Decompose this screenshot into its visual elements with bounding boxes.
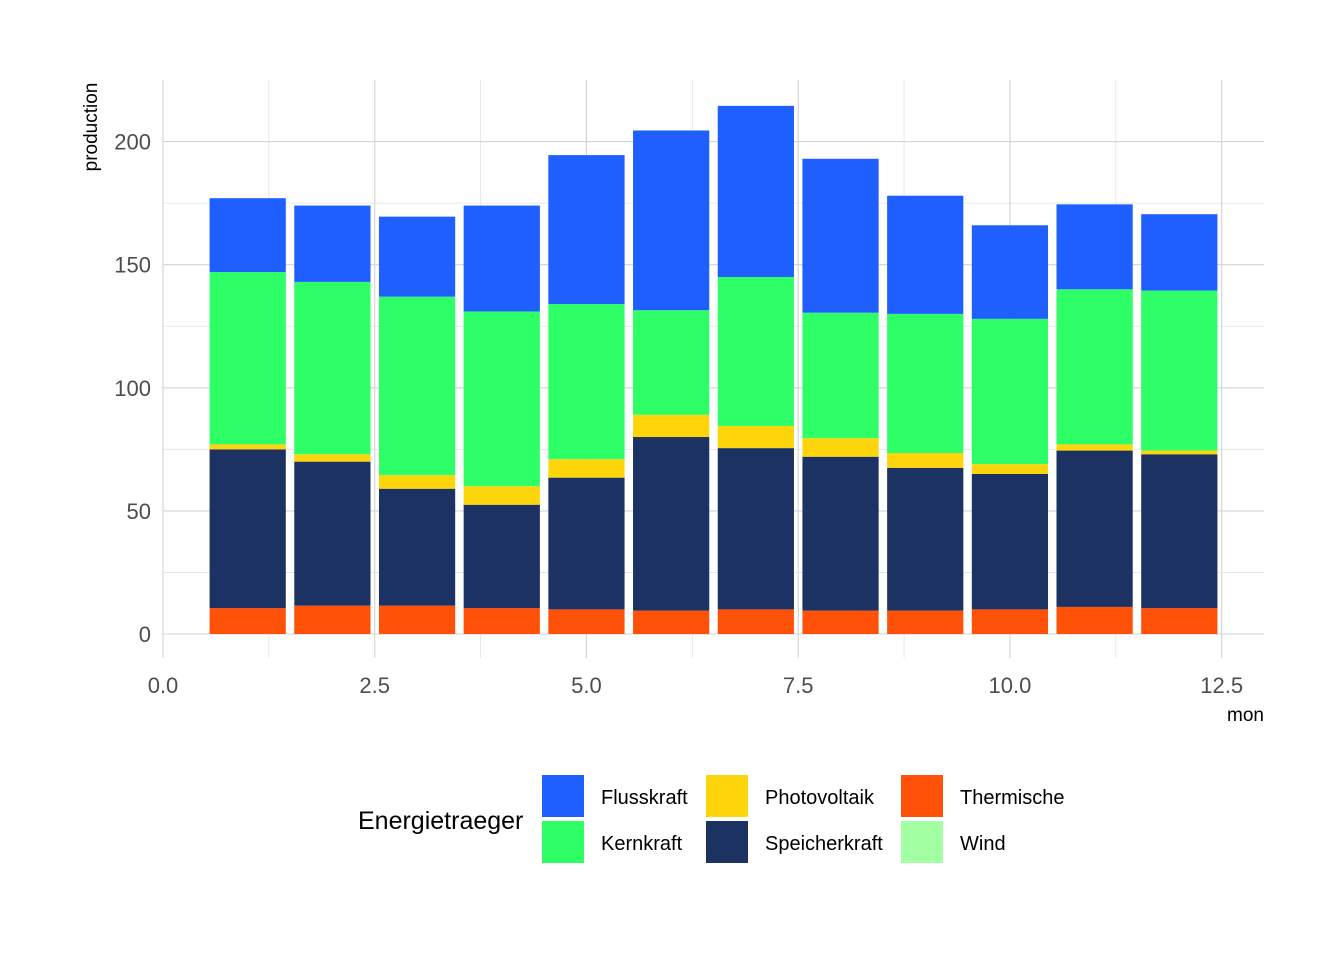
bar-segment-flusskraft-10 <box>971 225 1049 319</box>
x-tick-label: 12.5 <box>1200 673 1243 698</box>
bar-segment-photovoltaik-5 <box>548 459 625 478</box>
legend-swatch-thermische <box>901 775 943 817</box>
bar-segment-thermische-1 <box>209 608 286 634</box>
bar-segment-speicherkraft-2 <box>294 461 371 606</box>
bar-segment-thermische-12 <box>1141 608 1218 634</box>
bar-segment-thermische-7 <box>717 609 794 634</box>
bar-segment-kernkraft-2 <box>294 281 371 455</box>
legend-label-flusskraft: Flusskraft <box>601 787 688 809</box>
bar-segment-speicherkraft-4 <box>463 504 540 609</box>
bar-segment-photovoltaik-3 <box>378 475 456 489</box>
bar-segment-thermische-9 <box>887 610 964 634</box>
bar-segment-speicherkraft-7 <box>717 448 794 610</box>
legend-label-wind: Wind <box>960 833 1006 855</box>
bar-segment-flusskraft-6 <box>633 130 710 311</box>
bar-segment-kernkraft-4 <box>463 311 540 487</box>
x-tick-label: 0.0 <box>148 673 179 698</box>
bar-segment-flusskraft-12 <box>1141 214 1218 291</box>
x-tick-label: 2.5 <box>359 673 390 698</box>
bar-segment-flusskraft-9 <box>887 195 964 314</box>
bar-segment-speicherkraft-3 <box>378 488 456 606</box>
bar-segment-thermische-11 <box>1056 606 1133 634</box>
bar-segment-flusskraft-3 <box>378 216 456 297</box>
x-tick-label: 7.5 <box>783 673 814 698</box>
bar-segment-photovoltaik-11 <box>1056 444 1133 451</box>
bar-segment-photovoltaik-10 <box>971 464 1049 474</box>
bar-segment-kernkraft-12 <box>1141 290 1218 451</box>
legend-swatch-wind <box>901 821 943 863</box>
bar-segment-photovoltaik-2 <box>294 454 371 462</box>
bar-segment-kernkraft-11 <box>1056 289 1133 445</box>
bar-segment-speicherkraft-8 <box>802 456 879 611</box>
bar-segment-flusskraft-8 <box>802 158 879 313</box>
bar-segment-thermische-5 <box>548 609 625 634</box>
y-tick-label: 200 <box>114 130 151 155</box>
bar-segment-kernkraft-6 <box>633 310 710 415</box>
y-axis-title: production <box>81 83 102 172</box>
legend-label-thermische: Thermische <box>960 787 1064 809</box>
bar-segment-kernkraft-9 <box>887 313 964 454</box>
bar-segment-photovoltaik-4 <box>463 486 540 505</box>
bar-segment-thermische-4 <box>463 608 540 634</box>
x-tick-label: 5.0 <box>571 673 602 698</box>
legend-label-kernkraft: Kernkraft <box>601 833 683 855</box>
bar-segment-speicherkraft-12 <box>1141 454 1218 609</box>
bar-segment-thermische-8 <box>802 610 879 634</box>
legend-swatch-speicherkraft <box>706 821 748 863</box>
bar-segment-photovoltaik-8 <box>802 438 879 457</box>
bar-segment-kernkraft-7 <box>717 276 794 426</box>
axis-ticks: 0.0 2.5 5.0 7.5 10.0 12.5 0 50 100 150 200 <box>114 130 1243 698</box>
bar-segment-speicherkraft-11 <box>1056 450 1133 607</box>
bar-segment-kernkraft-1 <box>209 272 286 445</box>
bar-segment-thermische-10 <box>971 609 1049 634</box>
legend-swatch-photovoltaik <box>706 775 748 817</box>
bar-segment-speicherkraft-5 <box>548 477 625 610</box>
y-tick-label: 150 <box>114 253 151 278</box>
bar-segment-thermische-3 <box>378 605 456 634</box>
x-axis-title: mon <box>1227 705 1264 726</box>
bar-segment-flusskraft-5 <box>548 155 625 305</box>
bar-segment-photovoltaik-9 <box>887 453 964 468</box>
bar-segment-thermische-6 <box>633 610 710 634</box>
bar-segment-kernkraft-10 <box>971 318 1049 465</box>
bars <box>209 105 1218 634</box>
bar-segment-photovoltaik-12 <box>1141 450 1218 455</box>
bar-segment-photovoltaik-7 <box>717 425 794 449</box>
y-tick-label: 0 <box>139 622 151 647</box>
legend-title: Energietraeger <box>358 807 523 835</box>
legend: Energietraeger Flusskraft Kernkraft Photov… <box>358 775 1064 863</box>
legend-swatch-kernkraft <box>542 821 584 863</box>
x-tick-label: 10.0 <box>989 673 1032 698</box>
bar-segment-flusskraft-4 <box>463 205 540 312</box>
bar-segment-thermische-2 <box>294 605 371 634</box>
bar-segment-speicherkraft-1 <box>209 449 286 609</box>
bar-segment-flusskraft-11 <box>1056 204 1133 290</box>
bar-segment-flusskraft-7 <box>717 105 794 277</box>
y-tick-label: 100 <box>114 376 151 401</box>
bar-segment-speicherkraft-6 <box>633 437 710 611</box>
legend-label-photovoltaik: Photovoltaik <box>765 787 875 809</box>
legend-swatch-flusskraft <box>542 775 584 817</box>
bar-segment-kernkraft-5 <box>548 304 625 460</box>
bar-segment-photovoltaik-6 <box>633 414 710 438</box>
bar-segment-speicherkraft-9 <box>887 467 964 611</box>
bar-segment-speicherkraft-10 <box>971 473 1049 610</box>
y-tick-label: 50 <box>127 499 151 524</box>
bar-segment-kernkraft-8 <box>802 312 879 439</box>
bar-segment-flusskraft-2 <box>294 205 371 282</box>
bar-segment-flusskraft-1 <box>209 198 286 273</box>
legend-label-speicherkraft: Speicherkraft <box>765 833 883 855</box>
bar-segment-kernkraft-3 <box>378 296 456 476</box>
bar-segment-photovoltaik-1 <box>209 444 286 450</box>
